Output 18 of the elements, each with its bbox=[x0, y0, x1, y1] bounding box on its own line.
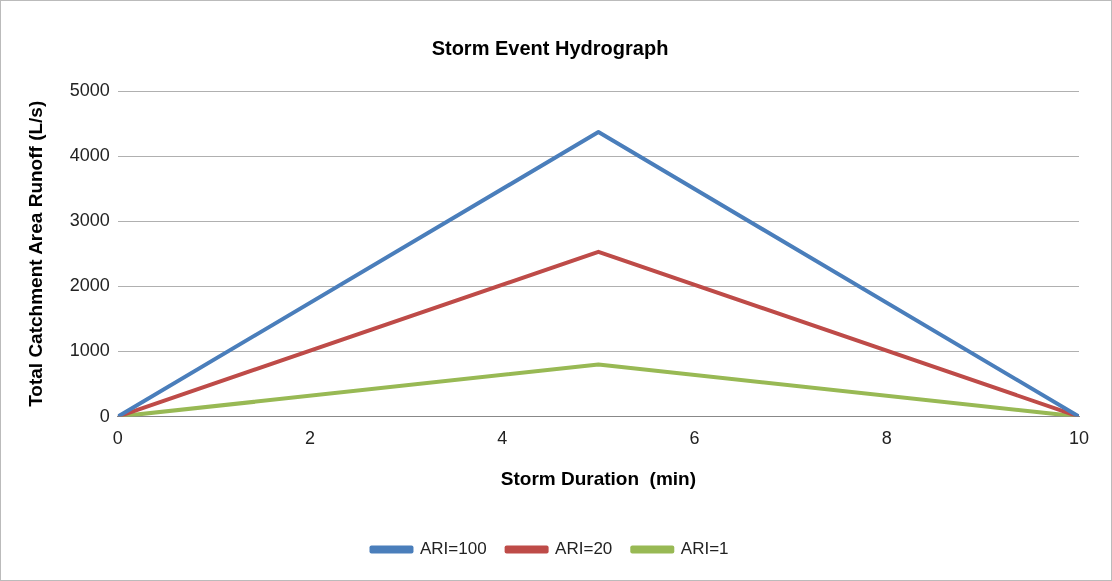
y-tick-label: 0 bbox=[99, 405, 110, 426]
y-tick-label: 3000 bbox=[69, 210, 110, 231]
y-tick-label: 5000 bbox=[69, 79, 110, 100]
y-tick-label: 1000 bbox=[69, 340, 110, 361]
y-tick-label: 4000 bbox=[69, 145, 110, 166]
y-tick-label: 2000 bbox=[69, 275, 110, 296]
x-axis-title: Storm Duration (min) bbox=[500, 467, 697, 489]
x-tick-label: 0 bbox=[112, 428, 123, 449]
x-tick-label: 6 bbox=[689, 428, 700, 449]
legend-label: ARI=100 bbox=[419, 539, 487, 559]
legend-label: ARI=1 bbox=[680, 539, 729, 559]
x-tick-label: 8 bbox=[881, 428, 892, 449]
x-tick-label: 2 bbox=[305, 428, 316, 449]
chart-title: Storm Event Hydrograph bbox=[431, 36, 669, 59]
y-axis-title: Total Catchment Area Runoff (L/s) bbox=[24, 100, 46, 407]
x-tick-label: 4 bbox=[497, 428, 508, 449]
legend-label: ARI=20 bbox=[555, 539, 613, 559]
x-tick-label: 10 bbox=[1068, 428, 1090, 449]
